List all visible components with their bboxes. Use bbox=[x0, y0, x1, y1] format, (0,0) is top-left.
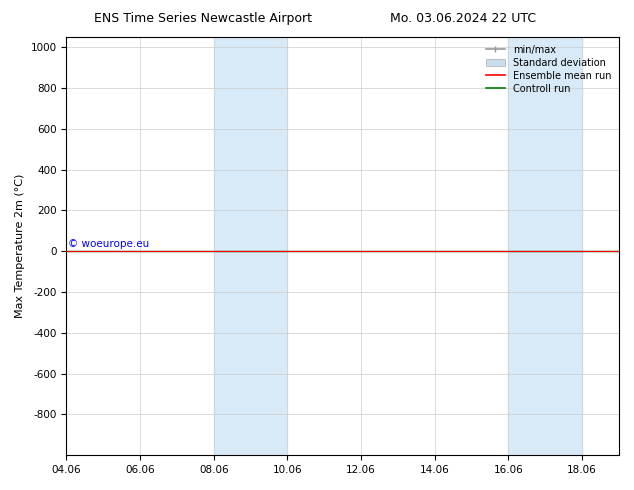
Text: ENS Time Series Newcastle Airport: ENS Time Series Newcastle Airport bbox=[94, 12, 312, 25]
Legend: min/max, Standard deviation, Ensemble mean run, Controll run: min/max, Standard deviation, Ensemble me… bbox=[482, 42, 614, 97]
Bar bbox=[250, 37, 287, 455]
Bar bbox=[545, 37, 582, 455]
Text: Mo. 03.06.2024 22 UTC: Mo. 03.06.2024 22 UTC bbox=[390, 12, 536, 25]
Y-axis label: Max Temperature 2m (°C): Max Temperature 2m (°C) bbox=[15, 174, 25, 318]
Bar bbox=[508, 37, 545, 455]
Text: © woeurope.eu: © woeurope.eu bbox=[68, 239, 150, 249]
Bar bbox=[214, 37, 250, 455]
